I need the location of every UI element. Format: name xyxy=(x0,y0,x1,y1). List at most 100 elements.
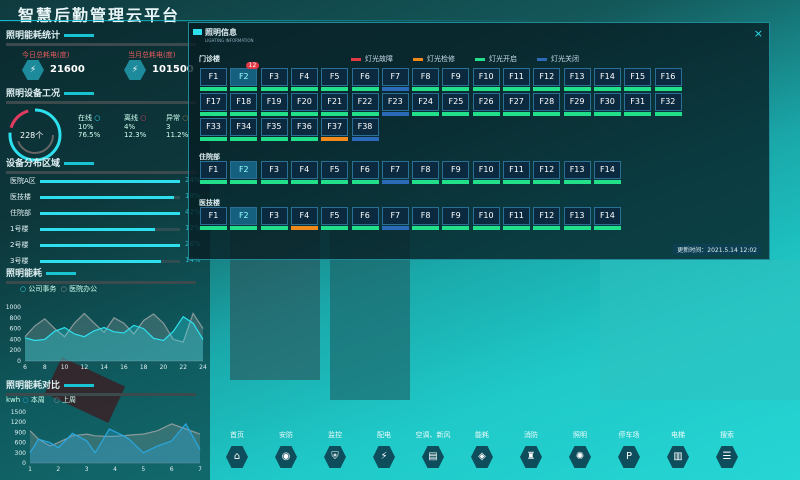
floor-tile-f9[interactable]: F9 xyxy=(442,68,470,91)
floor-tile-f1[interactable]: F1 xyxy=(200,68,227,91)
floor-tile-f4[interactable]: F4 xyxy=(290,161,318,184)
floor-status-bar xyxy=(290,87,318,91)
bulb-icon: ✺ xyxy=(569,446,591,468)
lightning-icon: ⚡ xyxy=(22,60,44,80)
nav-camera[interactable]: 安防 ◉ xyxy=(266,430,306,468)
floor-tile-f14[interactable]: F14 xyxy=(593,207,621,230)
floor-tile-f1[interactable]: F1 xyxy=(200,207,227,230)
floor-status-bar xyxy=(472,226,500,230)
floor-tile-f34[interactable]: F34 xyxy=(230,118,258,141)
floor-tile-f3[interactable]: F3 xyxy=(260,207,288,230)
floor-tile-f26[interactable]: F26 xyxy=(472,93,500,116)
floor-tile-f23[interactable]: F23 xyxy=(381,93,409,116)
floor-tile-f27[interactable]: F27 xyxy=(503,93,530,116)
floor-tile-f17[interactable]: F17 xyxy=(200,93,227,116)
nav-bulb[interactable]: 照明 ✺ xyxy=(560,430,600,468)
floor-tile-f22[interactable]: F22 xyxy=(351,93,379,116)
y-tick-label: 300 xyxy=(15,450,27,457)
floor-tile-f13[interactable]: F13 xyxy=(563,68,591,91)
floor-tile-f12[interactable]: F12 xyxy=(533,68,561,91)
floor-tile-f38[interactable]: F38 xyxy=(351,118,379,141)
nav-home[interactable]: 首页 ⌂ xyxy=(217,430,257,468)
distribution-bar xyxy=(40,196,174,199)
section-energy-stats: 照明能耗统计 xyxy=(6,28,196,46)
floor-tile-f3[interactable]: F3 xyxy=(260,161,288,184)
floor-tile-f5[interactable]: F5 xyxy=(321,68,349,91)
nav-search[interactable]: 搜索 ☰ xyxy=(707,430,747,468)
floor-tile-f8[interactable]: F8 xyxy=(412,161,440,184)
floor-label: F7 xyxy=(381,161,409,179)
nav-shield[interactable]: 监控 ⛨ xyxy=(315,430,355,468)
floor-tile-f13[interactable]: F13 xyxy=(563,207,591,230)
floor-tile-f1[interactable]: F1 xyxy=(200,161,227,184)
nav-elevator[interactable]: 电梯 ▥ xyxy=(658,430,698,468)
floor-tile-f10[interactable]: F10 xyxy=(472,68,500,91)
floor-tile-f14[interactable]: F14 xyxy=(593,161,621,184)
floor-tile-f13[interactable]: F13 xyxy=(563,161,591,184)
nav-energy[interactable]: 能耗 ◈ xyxy=(462,430,502,468)
floor-tile-f32[interactable]: F32 xyxy=(654,93,682,116)
floor-tile-f9[interactable]: F9 xyxy=(442,207,470,230)
floor-tile-f19[interactable]: F19 xyxy=(260,93,288,116)
floor-tile-f36[interactable]: F36 xyxy=(290,118,318,141)
floor-tile-f18[interactable]: F18 xyxy=(230,93,258,116)
floor-tile-f6[interactable]: F6 xyxy=(351,207,379,230)
floor-tile-f9[interactable]: F9 xyxy=(442,161,470,184)
floor-tile-f16[interactable]: F16 xyxy=(654,68,682,91)
floor-tile-f21[interactable]: F21 xyxy=(321,93,349,116)
floor-label: F6 xyxy=(351,207,379,225)
floor-tile-f2[interactable]: F2 12 xyxy=(230,62,260,91)
floor-label: F14 xyxy=(593,68,621,86)
floor-tile-f24[interactable]: F24 xyxy=(412,93,440,116)
floor-status-bar xyxy=(472,87,500,91)
floor-tile-f6[interactable]: F6 xyxy=(351,68,379,91)
floor-tile-f20[interactable]: F20 xyxy=(290,93,318,116)
series-area xyxy=(30,423,200,463)
nav-hydrant[interactable]: 消防 ♜ xyxy=(511,430,551,468)
floor-tile-f15[interactable]: F15 xyxy=(624,68,652,91)
floor-tile-f12[interactable]: F12 xyxy=(533,161,561,184)
nav-parking[interactable]: 停车场 P xyxy=(609,430,649,468)
floor-tile-f10[interactable]: F10 xyxy=(472,207,500,230)
floor-tile-f4[interactable]: F4 xyxy=(290,207,318,230)
floor-tile-f2[interactable]: F2 xyxy=(230,207,258,230)
floor-tile-f6[interactable]: F6 xyxy=(351,161,379,184)
distribution-bar xyxy=(40,228,155,231)
section-energy-chart: 照明能耗 xyxy=(6,266,196,284)
floor-tile-f8[interactable]: F8 xyxy=(412,207,440,230)
floor-tile-f11[interactable]: F11 xyxy=(503,207,530,230)
chart2-legend[interactable]: kwh ○ 本周 ○ 上周 xyxy=(6,396,77,404)
nav-label: 消防 xyxy=(524,431,538,439)
floor-tile-f3[interactable]: F3 xyxy=(260,68,288,91)
floor-tile-f2[interactable]: F2 xyxy=(230,161,258,184)
floor-tile-f29[interactable]: F29 xyxy=(563,93,591,116)
floor-tile-f11[interactable]: F11 xyxy=(503,68,530,91)
close-button[interactable]: × xyxy=(753,27,763,40)
floor-tile-f37[interactable]: F37 xyxy=(321,118,349,141)
floor-tile-f31[interactable]: F31 xyxy=(624,93,652,116)
floor-tile-f28[interactable]: F28 xyxy=(533,93,561,116)
floor-tile-f12[interactable]: F12 xyxy=(533,207,561,230)
floor-tile-f7[interactable]: F7 xyxy=(381,68,409,91)
floor-status-bar xyxy=(593,87,621,91)
floor-status-bar xyxy=(260,137,288,141)
floor-tile-f35[interactable]: F35 xyxy=(260,118,288,141)
floor-tile-f7[interactable]: F7 xyxy=(381,161,409,184)
floor-tile-f33[interactable]: F33 xyxy=(200,118,227,141)
floor-status-bar xyxy=(290,137,318,141)
floor-tile-f5[interactable]: F5 xyxy=(321,161,349,184)
floor-tile-f14[interactable]: F14 xyxy=(593,68,621,91)
nav-air-conditioner[interactable]: 空调、新风 ▤ xyxy=(413,430,453,468)
floor-tile-f30[interactable]: F30 xyxy=(593,93,621,116)
floor-label: F34 xyxy=(230,118,258,136)
floor-tile-f4[interactable]: F4 xyxy=(290,68,318,91)
floor-tile-f11[interactable]: F11 xyxy=(503,161,530,184)
floor-tile-f8[interactable]: F8 xyxy=(412,68,440,91)
floor-tile-f25[interactable]: F25 xyxy=(442,93,470,116)
floor-tile-f10[interactable]: F10 xyxy=(472,161,500,184)
nav-lightning[interactable]: 配电 ⚡ xyxy=(364,430,404,468)
chart1-legend[interactable]: ○ 公司事务 ○ 医院办公 xyxy=(20,285,98,293)
floor-label: F12 xyxy=(533,161,561,179)
floor-tile-f5[interactable]: F5 xyxy=(321,207,349,230)
floor-tile-f7[interactable]: F7 xyxy=(381,207,409,230)
